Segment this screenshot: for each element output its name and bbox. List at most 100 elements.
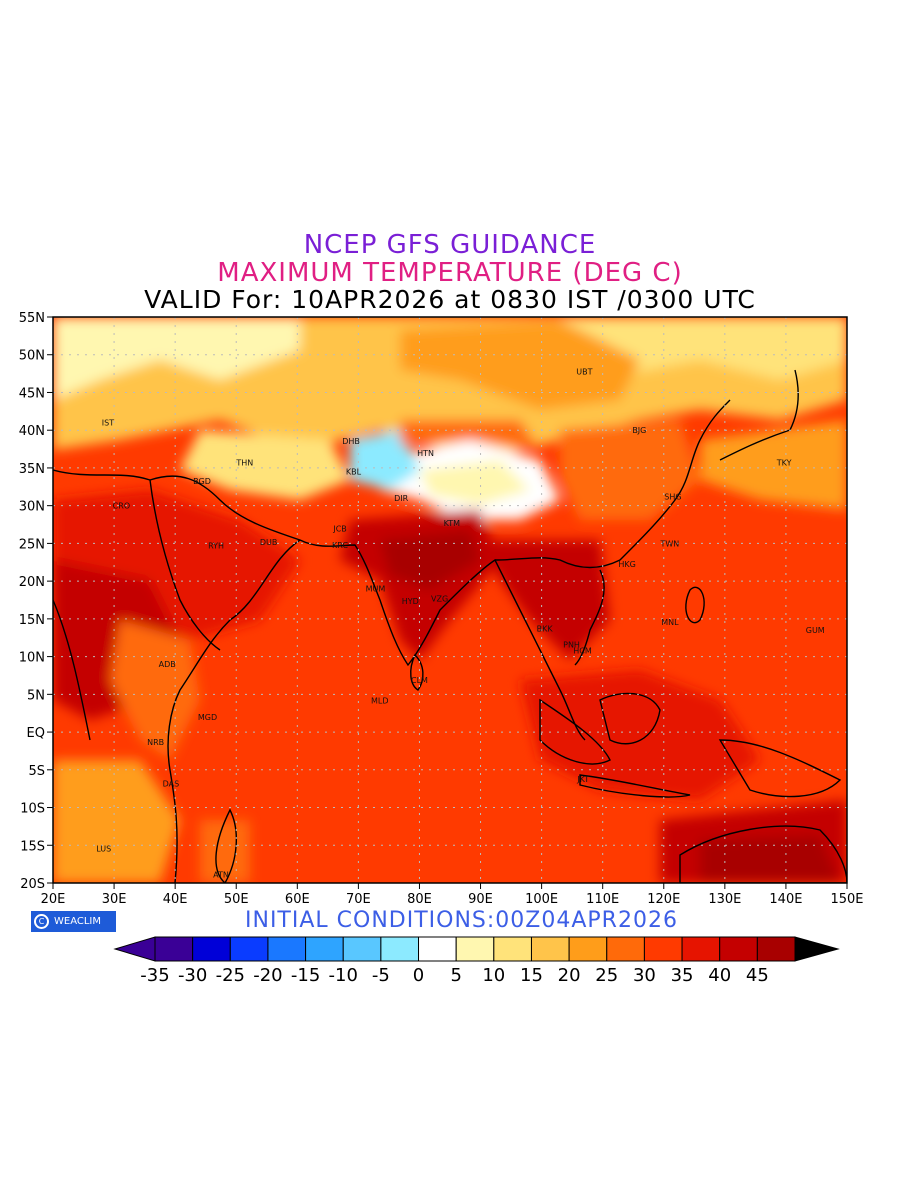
lon-tick-label: 150E — [830, 892, 863, 907]
lon-tick-label: 60E — [285, 892, 310, 907]
city-label: TKY — [776, 459, 792, 468]
lat-tick-label: 5S — [28, 764, 45, 779]
city-label: KBL — [346, 468, 362, 477]
lat-tick-label: 30N — [19, 500, 45, 515]
lat-tick-label: 5N — [27, 688, 45, 703]
colorbar-label: 15 — [520, 965, 543, 986]
colorbar-swatch — [305, 936, 344, 962]
city-label: BKK — [537, 625, 554, 634]
city-label: ADB — [159, 660, 176, 669]
colorbar-label: -15 — [291, 965, 320, 986]
lon-tick-label: 90E — [468, 892, 493, 907]
city-label: JKT — [576, 775, 589, 784]
lon-tick-label: 40E — [163, 892, 188, 907]
weaclim-badge: C WEACLIM — [31, 911, 116, 932]
colorbar-swatch — [606, 936, 645, 962]
title-model: NCEP GFS GUIDANCE — [303, 230, 597, 260]
city-label: CRO — [113, 502, 130, 511]
city-label: IST — [102, 419, 114, 428]
lat-tick-label: EQ — [27, 726, 45, 741]
lat-tick-label: 10S — [20, 802, 45, 817]
city-label: HKG — [618, 560, 635, 569]
city-label: DAS — [163, 779, 180, 788]
city-label: VZG — [431, 594, 448, 603]
temperature-map: 20E 30E 40E 50E 60E 70E 80E 90E 100E 110E 120E 130E… — [19, 311, 864, 986]
city-label: HTN — [417, 449, 434, 458]
title-valid-time: VALID For: 10APR2026 at 0830 IST /0300 U… — [144, 285, 756, 314]
colorbar-label: 40 — [708, 965, 731, 986]
lat-tick-label: 20S — [20, 877, 45, 892]
city-label: PNH — [563, 641, 580, 650]
lon-tick-label: 30E — [102, 892, 127, 907]
lat-tick-label: 45N — [19, 386, 45, 401]
map-field — [53, 317, 847, 883]
city-label: BJG — [632, 426, 646, 435]
city-label: MGD — [198, 713, 217, 722]
colorbar-swatch — [681, 936, 721, 962]
city-label: MUM — [366, 585, 386, 594]
map-frame — [52, 316, 848, 884]
city-label: LUS — [96, 844, 111, 853]
colorbar-swatch — [154, 936, 194, 962]
lat-tick-label: 35N — [19, 462, 45, 477]
lon-tick-label: 80E — [407, 892, 432, 907]
colorbar-swatch — [530, 936, 570, 962]
colorbar-swatch — [493, 936, 532, 962]
colorbar-label: -20 — [253, 965, 282, 986]
city-label: CLM — [411, 676, 428, 685]
colorbar-swatch — [455, 936, 495, 962]
city-label: THN — [235, 459, 253, 468]
city-label: RYH — [208, 542, 224, 551]
city-label: BGD — [193, 477, 211, 486]
colorbar-label: 10 — [482, 965, 505, 986]
city-label: HYD — [402, 597, 419, 606]
colorbar-swatch — [267, 936, 307, 962]
colorbar-under-arrow — [113, 936, 156, 962]
colorbar-swatch — [418, 936, 457, 962]
city-label: ATN — [213, 871, 229, 880]
colorbar-swatch — [643, 936, 683, 962]
lon-tick-label: 140E — [769, 892, 802, 907]
axis-ticks: 20E 30E 40E 50E 60E 70E 80E 90E 100E 110E 120E 130E… — [19, 311, 864, 907]
lat-tick-label: 15S — [20, 839, 45, 854]
lon-tick-label: 130E — [708, 892, 741, 907]
title-variable: MAXIMUM TEMPERATURE (DEG C) — [217, 258, 683, 288]
lat-tick-label: 15N — [19, 613, 45, 628]
colorbar: -35 -30 -25 -20 -15 -10 -5 0 5 10 15 20 25 30 35 40 45 — [113, 936, 840, 986]
city-label: JCB — [332, 524, 346, 533]
colorbar-label: 5 — [450, 965, 461, 986]
city-label: NRB — [147, 738, 164, 747]
colorbar-label: 35 — [671, 965, 694, 986]
city-label: DHB — [342, 437, 360, 446]
colorbar-label: -25 — [216, 965, 245, 986]
colorbar-swatch — [229, 936, 269, 962]
lon-tick-label: 100E — [525, 892, 558, 907]
lat-tick-label: 55N — [19, 311, 45, 326]
colorbar-swatch — [380, 936, 420, 962]
city-label: DIR — [394, 494, 409, 503]
colorbar-label: 30 — [633, 965, 656, 986]
city-label: TWN — [659, 539, 679, 548]
lat-tick-label: 20N — [19, 575, 45, 590]
city-label: KTM — [444, 519, 461, 528]
lon-tick-label: 20E — [41, 892, 66, 907]
city-label: MNL — [661, 618, 679, 627]
initial-conditions: INITIAL CONDITIONS:00Z04APR2026 — [245, 908, 678, 933]
colorbar-label: -10 — [329, 965, 358, 986]
lon-tick-label: 120E — [647, 892, 680, 907]
colorbar-label: -5 — [372, 965, 390, 986]
colorbar-label: 20 — [558, 965, 581, 986]
colorbar-swatch — [719, 936, 758, 962]
city-label: HCM — [573, 647, 592, 656]
colorbar-label: -30 — [178, 965, 207, 986]
city-label: DUB — [260, 538, 278, 547]
colorbar-label: 45 — [746, 965, 769, 986]
lon-tick-label: 110E — [586, 892, 619, 907]
city-label: MLD — [371, 696, 389, 705]
lat-tick-label: 50N — [19, 349, 45, 364]
lon-tick-label: 50E — [224, 892, 249, 907]
colorbar-swatch — [568, 936, 608, 962]
colorbar-label: 25 — [595, 965, 618, 986]
colorbar-label: 0 — [413, 965, 424, 986]
lat-tick-label: 40N — [19, 424, 45, 439]
